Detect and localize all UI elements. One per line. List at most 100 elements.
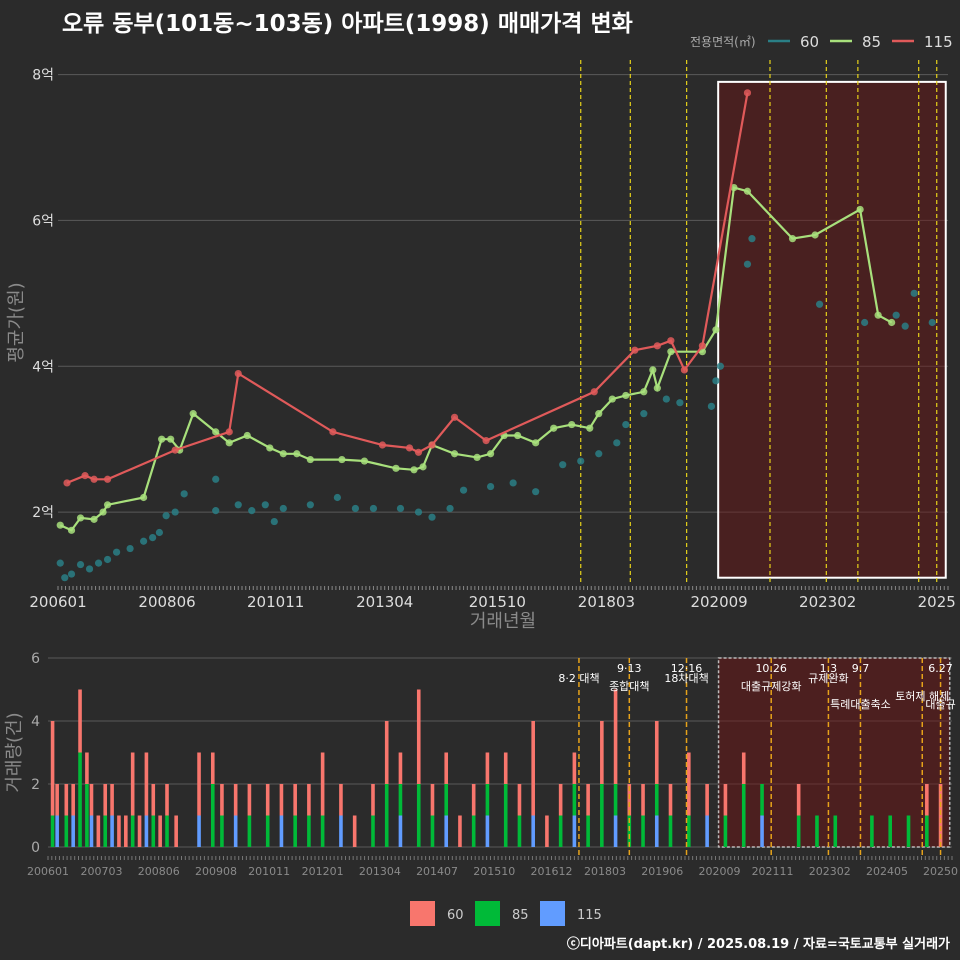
highlight-region	[717, 80, 947, 579]
bar-85	[558, 815, 563, 847]
point-85	[888, 318, 896, 327]
point-85	[532, 439, 540, 447]
bar-60	[938, 784, 943, 847]
bar-60	[137, 815, 142, 847]
bar-60	[384, 721, 389, 784]
x-tick-label: 2025	[918, 593, 956, 611]
bar-115	[71, 815, 75, 847]
bar-115	[531, 815, 535, 847]
event-date: 12·16	[671, 662, 703, 675]
bar-85	[293, 815, 297, 847]
bar-60	[796, 784, 801, 816]
bar-85	[586, 815, 590, 847]
bar-85	[906, 815, 911, 847]
bar-60	[64, 784, 69, 816]
point-60	[261, 501, 269, 509]
bar-60	[50, 721, 55, 816]
point-85	[874, 311, 882, 319]
bar-60	[545, 815, 549, 847]
point-60	[270, 517, 278, 526]
bar-85	[371, 815, 375, 847]
bar-60	[503, 752, 508, 784]
point-85	[212, 428, 220, 436]
x-tick-label: 200806	[138, 593, 195, 611]
point-85	[450, 450, 459, 458]
bar-x-tick-label: 201407	[416, 865, 458, 878]
point-60	[94, 559, 103, 567]
point-85	[514, 431, 522, 440]
point-115	[428, 441, 436, 449]
point-85	[811, 231, 819, 239]
point-85	[306, 455, 314, 464]
bar-85	[723, 815, 728, 847]
point-60	[103, 555, 112, 564]
point-115	[405, 444, 414, 452]
bar-85	[815, 815, 819, 847]
point-60	[162, 512, 170, 520]
x-tick-label: 201011	[247, 593, 304, 611]
point-85	[392, 464, 400, 472]
bar-115	[760, 815, 764, 847]
point-60	[640, 410, 648, 418]
x-tick-label: 202302	[799, 593, 856, 611]
point-85	[103, 501, 112, 509]
bar-x-tick-label: 200806	[138, 865, 180, 878]
point-85	[622, 391, 630, 400]
point-60	[743, 260, 752, 268]
point-60	[459, 486, 468, 494]
bar-60	[531, 721, 535, 816]
point-60	[910, 289, 918, 297]
point-60	[279, 504, 287, 513]
bar-60	[85, 752, 89, 784]
bar-60	[320, 752, 325, 816]
bar-60	[220, 784, 224, 816]
point-115	[90, 475, 98, 483]
bar-60	[705, 784, 709, 816]
bar-60	[654, 721, 659, 784]
point-60	[61, 574, 69, 582]
bar-115	[572, 815, 577, 847]
bar-x-tick-label: 201304	[359, 865, 401, 878]
bar-60	[627, 784, 632, 816]
bar-60	[144, 752, 149, 816]
bar-x-tick-label: 20250	[923, 865, 958, 878]
bar-x-tick-label: 202405	[866, 865, 908, 878]
point-115	[680, 366, 688, 374]
bar-85	[687, 815, 691, 847]
series-line-115	[66, 92, 749, 484]
bar-60	[233, 784, 238, 816]
point-60	[112, 548, 121, 556]
point-85	[743, 187, 752, 195]
bar-x-tick-label: 201011	[248, 865, 290, 878]
x-axis-title: 거래년월	[470, 611, 536, 632]
y-axis-title: 평균가(원)	[6, 282, 27, 362]
bar-85	[796, 815, 801, 847]
bar-x-tick-label: 202111	[752, 865, 794, 878]
bar-60	[613, 689, 618, 784]
bar-60	[572, 752, 577, 784]
point-85	[410, 466, 418, 474]
legend-title: 전용면적(㎡)	[690, 35, 756, 49]
point-60	[351, 504, 360, 513]
point-60	[716, 362, 725, 370]
bar-60	[444, 752, 449, 784]
bar-60	[458, 815, 462, 847]
bar-115	[654, 815, 659, 847]
bar-85	[130, 815, 135, 847]
bar-60	[89, 784, 94, 816]
bar-x-tick-label: 201803	[584, 865, 626, 878]
event-date: 10.26	[755, 662, 787, 675]
bar-85	[741, 784, 746, 847]
bar-60	[124, 815, 128, 847]
bar-x-tick-label: 201906	[641, 865, 683, 878]
bar-x-tick-label: 200908	[195, 865, 237, 878]
point-60	[85, 565, 94, 573]
point-115	[653, 342, 661, 350]
bar-85	[760, 784, 764, 816]
event-date: 1.3	[820, 662, 838, 675]
bar-85	[627, 815, 632, 847]
bar-60	[517, 784, 522, 816]
bar-60	[110, 784, 114, 816]
point-115	[590, 388, 598, 396]
